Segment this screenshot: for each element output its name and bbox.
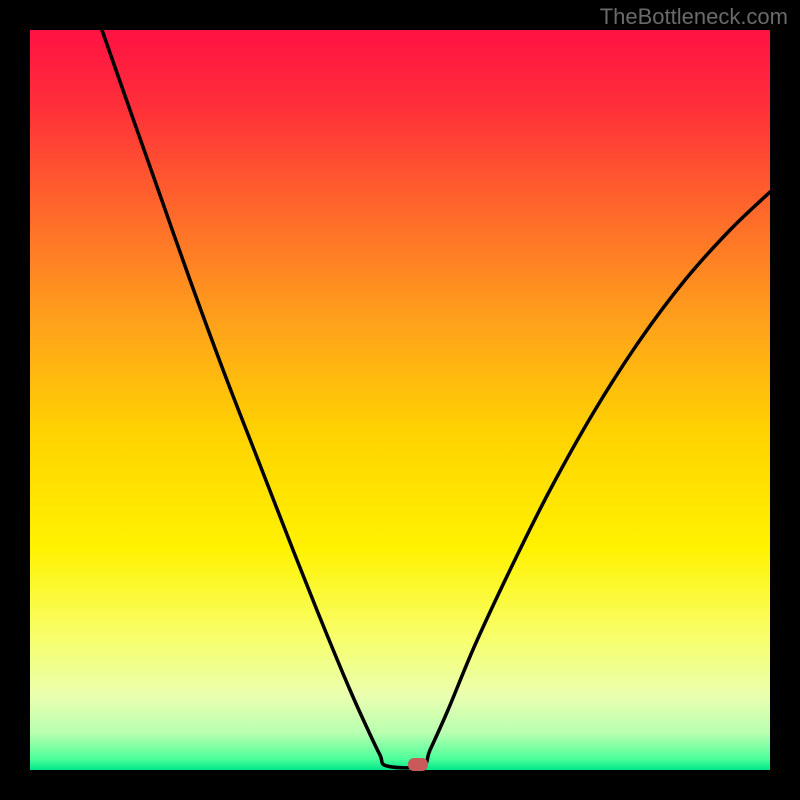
bottleneck-curve [0, 0, 800, 800]
watermark-text: TheBottleneck.com [600, 4, 788, 30]
optimal-point-marker [408, 758, 428, 771]
chart-container: TheBottleneck.com [0, 0, 800, 800]
